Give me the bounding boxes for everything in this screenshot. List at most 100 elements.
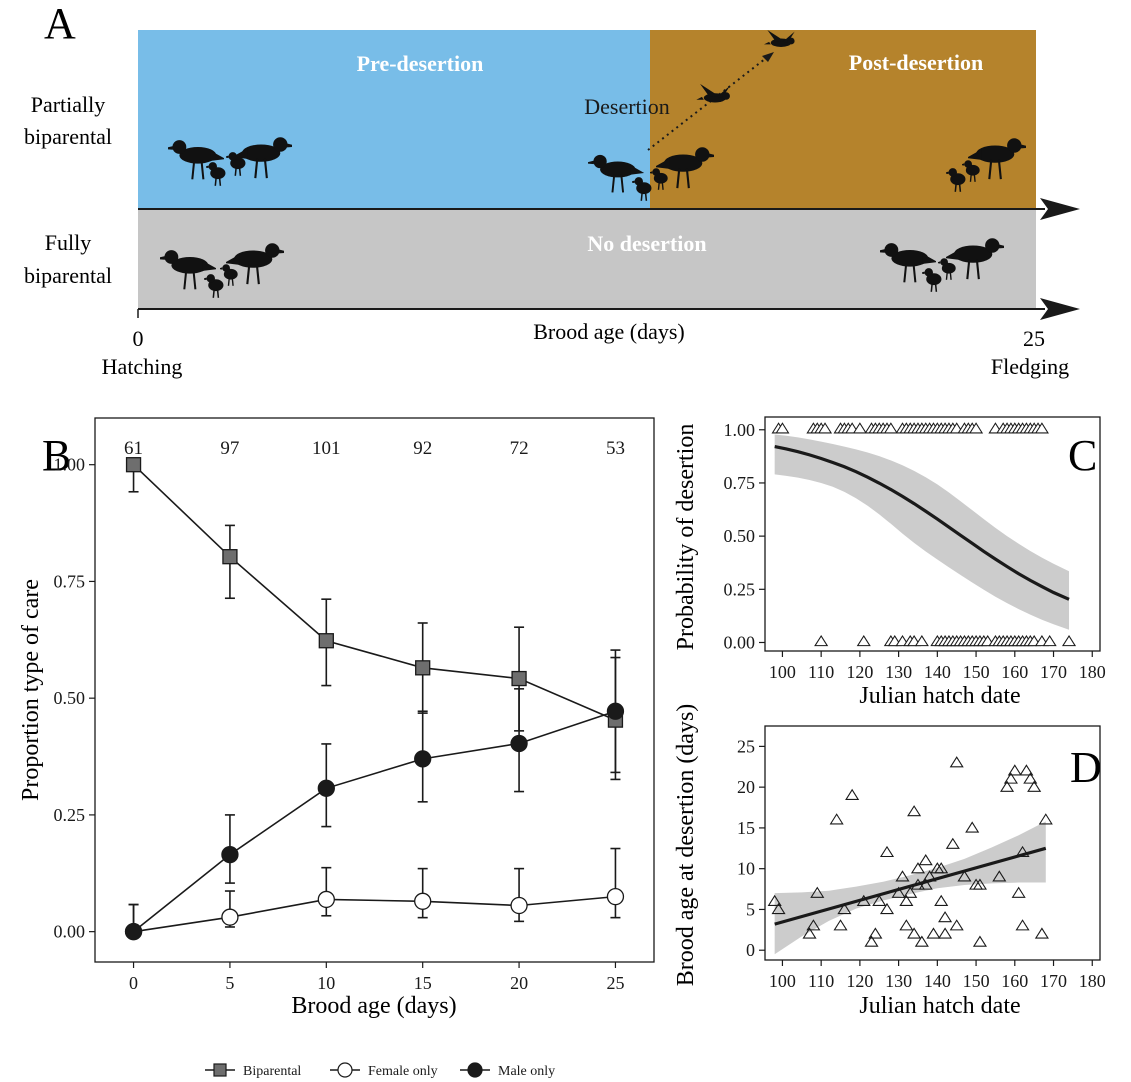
data-point: [972, 878, 987, 890]
row-label-partial-1: Partially: [31, 92, 106, 117]
data-point: [1000, 780, 1015, 792]
data-point-not-deserted: [914, 634, 929, 647]
series-line: [133, 895, 616, 933]
y-tick-label: 0.75: [54, 571, 86, 591]
data-point-deserted: [817, 422, 833, 434]
data-point: [949, 756, 964, 768]
data-point: [903, 886, 918, 898]
data-point-deserted: [1034, 422, 1049, 434]
y-tick-label: 0.50: [54, 688, 86, 708]
panel-letter-b: B: [42, 431, 71, 480]
row-label-full-2: biparental: [24, 263, 112, 288]
x-tick-label: 140: [924, 662, 951, 682]
data-point: [1034, 927, 1049, 939]
data-point: [771, 902, 786, 915]
y-tick-label: 0.00: [54, 922, 86, 942]
data-point-not-deserted: [856, 634, 871, 647]
data-point: [918, 853, 933, 866]
row-label-partial-2: biparental: [24, 124, 112, 149]
data-point-deserted: [852, 422, 867, 434]
data-point: [879, 845, 895, 858]
desertion-label: Desertion: [584, 94, 670, 119]
data-point: [938, 927, 953, 939]
data-point: [992, 870, 1007, 882]
x-tick-label: 10: [317, 973, 335, 993]
legend-marker: [467, 1062, 483, 1078]
data-point: [965, 821, 980, 833]
data-point: [910, 878, 926, 890]
data-point: [606, 702, 625, 720]
y-tick-label: 0.50: [724, 526, 756, 546]
x-tick-label: 110: [808, 971, 834, 991]
x-tick-label: 20: [510, 973, 528, 993]
x-tick-label: 100: [769, 971, 796, 991]
data-point: [957, 870, 972, 882]
x-tick-label: 5: [225, 973, 234, 993]
data-point: [414, 750, 432, 768]
axis-title-x-d: Julian hatch date: [859, 993, 1020, 1019]
data-point-deserted: [969, 422, 984, 434]
x-tick-label: 160: [1001, 971, 1028, 991]
panel-letter-a: A: [44, 0, 76, 48]
data-point-not-deserted: [814, 634, 829, 647]
data-point-not-deserted: [1042, 634, 1057, 647]
x-tick-label: 160: [1001, 662, 1028, 682]
data-point: [510, 896, 528, 915]
data-point: [891, 886, 906, 898]
x-tick-label: 25: [606, 973, 624, 993]
plot-frame-b: [94, 417, 655, 963]
data-point: [868, 927, 883, 939]
data-point: [806, 919, 821, 931]
data-point: [1027, 780, 1042, 792]
data-point: [415, 660, 431, 676]
data-point: [511, 670, 527, 687]
y-tick-label: 15: [737, 818, 755, 838]
data-point: [802, 927, 817, 939]
confidence-band: [774, 434, 1070, 630]
data-point: [1011, 886, 1026, 898]
data-point: [829, 813, 844, 825]
data-point: [767, 894, 782, 906]
y-tick-label: 0: [746, 940, 755, 960]
data-point: [317, 779, 335, 797]
x-tick-label: 120: [846, 662, 873, 682]
data-point: [972, 935, 987, 947]
legend-label: Biparental: [243, 1064, 301, 1079]
y-tick-label: 10: [737, 859, 755, 879]
legend-marker: [213, 1063, 227, 1077]
data-point: [879, 902, 895, 915]
data-point: [221, 908, 239, 926]
series-line: [133, 710, 616, 933]
panel-d: D Julian hatch date Brood age at deserti…: [673, 704, 1106, 1019]
panel-b: B Brood age (days) Proportion type of ca…: [18, 417, 655, 1079]
panel-a: A Pre-desertion Post-desertion No desert…: [24, 0, 1080, 379]
panel-letter-d: D: [1070, 743, 1102, 792]
sample-size-label: 61: [124, 438, 143, 459]
axis-title-y-c: Probability of desertion: [673, 424, 699, 651]
x-tick-label: 130: [885, 662, 912, 682]
x-tick-label: 0: [129, 973, 138, 993]
data-point: [945, 837, 960, 849]
data-point: [317, 890, 335, 909]
data-point: [864, 935, 879, 947]
data-point: [910, 862, 926, 874]
axis-title-y-d: Brood age at desertion (days): [673, 704, 699, 987]
x-tick-label: 150: [963, 971, 990, 991]
legend-marker: [337, 1062, 353, 1078]
axis-title-x-c: Julian hatch date: [859, 683, 1020, 709]
data-point: [922, 870, 937, 882]
data-point: [606, 887, 625, 906]
pre-desertion-label: Pre-desertion: [357, 51, 484, 76]
data-point: [934, 862, 949, 874]
data-point: [510, 734, 528, 753]
x-tick-label: 100: [769, 662, 796, 682]
y-tick-label: 0.00: [724, 632, 756, 652]
fit-line: [774, 846, 1047, 926]
post-desertion-label: Post-desertion: [849, 50, 983, 75]
data-point: [1003, 772, 1018, 784]
series-female-only: [128, 847, 621, 933]
full-arrowhead: [1040, 298, 1080, 320]
legend-label: Female only: [368, 1064, 438, 1079]
data-point: [949, 919, 964, 931]
data-point: [833, 919, 848, 931]
